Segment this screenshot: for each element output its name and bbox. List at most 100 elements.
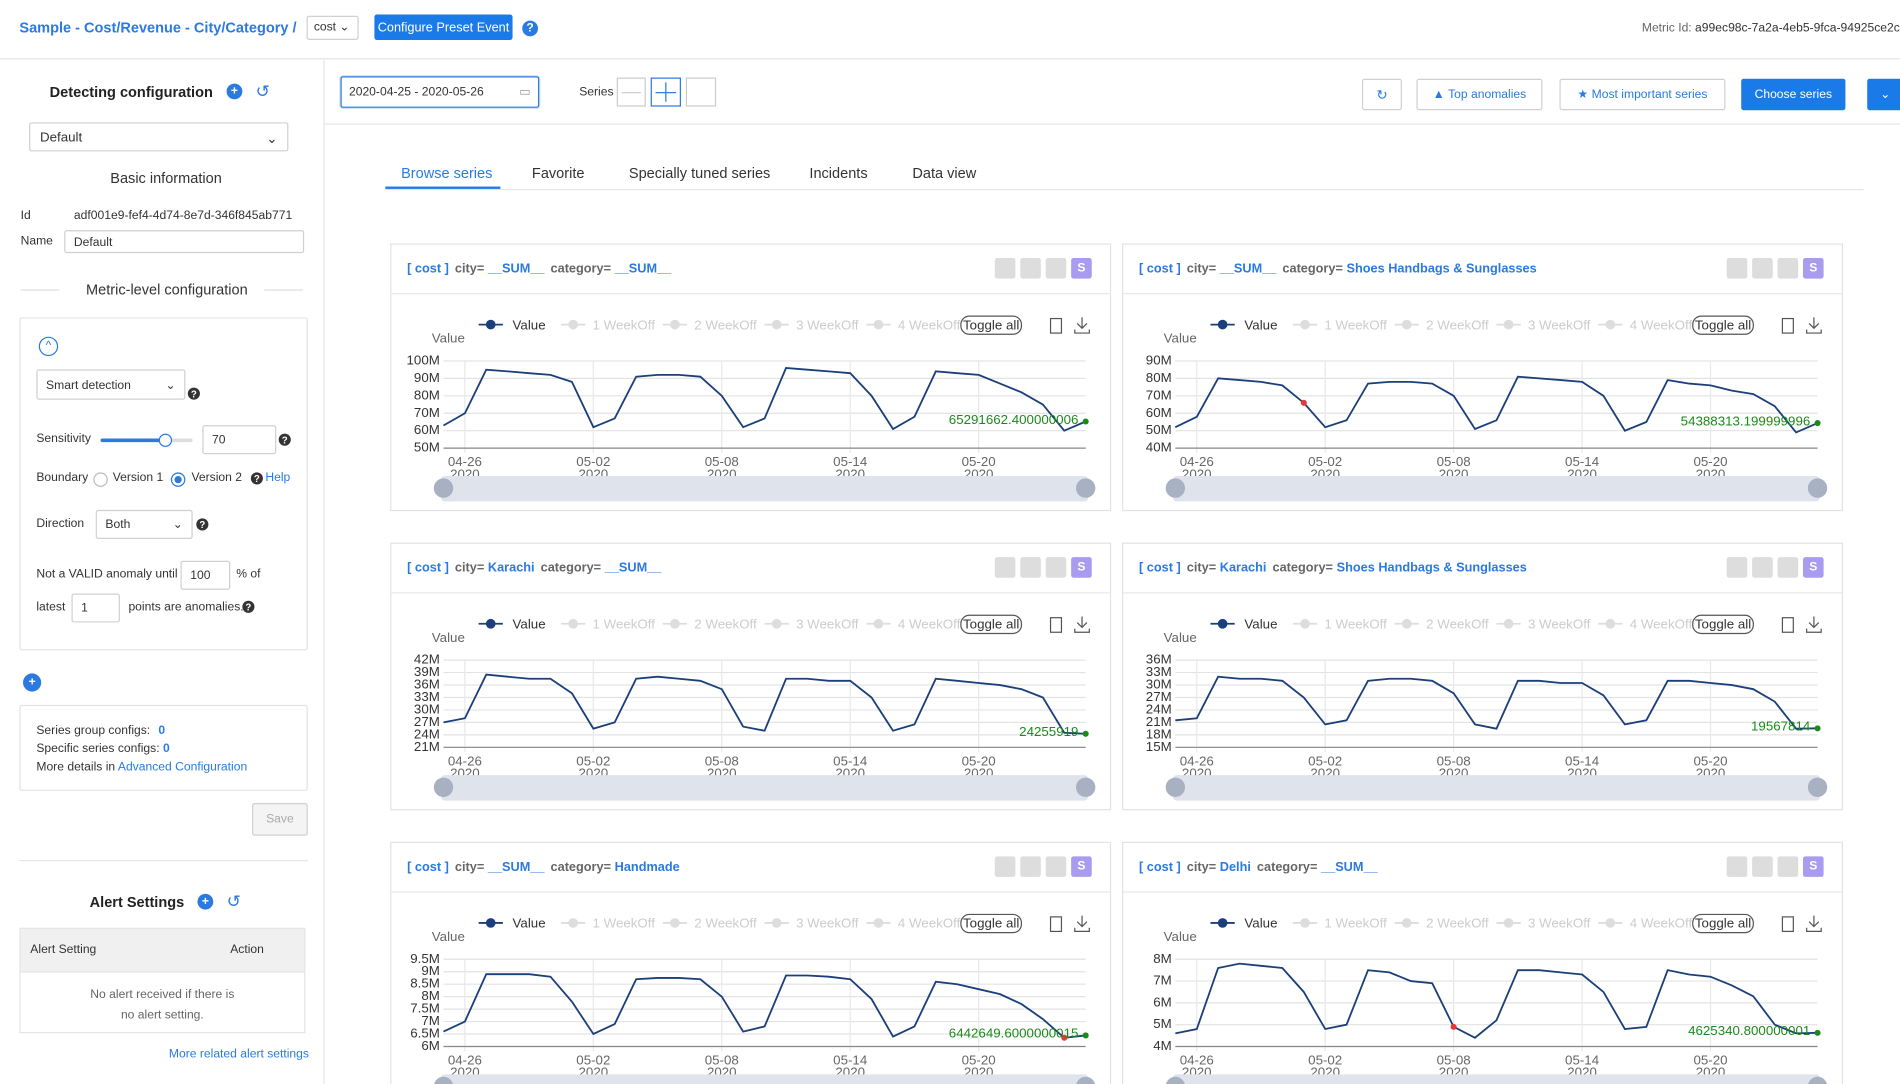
subscribe-action[interactable]: S: [1803, 557, 1824, 578]
slider-knob[interactable]: [158, 433, 173, 447]
zoom-handle[interactable]: [1165, 1076, 1185, 1084]
download-icon[interactable]: [1806, 616, 1822, 633]
breadcrumb[interactable]: Sample - Cost/Revenue - City/Category /: [19, 19, 297, 37]
data-view-icon[interactable]: [1049, 916, 1063, 933]
toggle-button[interactable]: [1692, 614, 1754, 635]
subscribe-action[interactable]: S: [1803, 257, 1824, 279]
zoom-handle[interactable]: [433, 777, 454, 797]
tab[interactable]: Specially tuned series: [628, 164, 771, 182]
preset-button[interactable]: Configure Preset Event: [374, 14, 513, 40]
card-action[interactable]: [1777, 557, 1799, 578]
help-icon[interactable]: ?: [242, 600, 255, 613]
name-input[interactable]: Default: [64, 230, 305, 254]
download-icon[interactable]: [1074, 915, 1090, 933]
most-important-button[interactable]: ★ Most important series: [1559, 78, 1726, 111]
help-icon[interactable]: ?: [187, 387, 200, 400]
data-view-icon[interactable]: [1781, 617, 1794, 633]
card-action[interactable]: [1777, 856, 1799, 877]
card-action[interactable]: [1020, 856, 1041, 877]
sensitivity-input[interactable]: 70: [202, 425, 277, 455]
zoom-handle[interactable]: [1075, 478, 1096, 498]
data-view-icon[interactable]: [1049, 617, 1063, 633]
toggle-button[interactable]: [1692, 315, 1754, 335]
zoom-handle[interactable]: [433, 478, 454, 498]
layout-rows[interactable]: [616, 77, 646, 107]
count[interactable]: 0: [158, 724, 166, 738]
metric-select[interactable]: cost ⌄: [306, 15, 359, 40]
y-axis-label: Value: [1164, 929, 1197, 944]
subscribe-action[interactable]: S: [1071, 257, 1092, 279]
zoom-handle[interactable]: [1807, 478, 1828, 498]
card-action[interactable]: [1726, 257, 1748, 279]
method-select[interactable]: Smart detection ⌄: [36, 369, 186, 400]
data-view-icon[interactable]: [1781, 317, 1794, 334]
zoom-handle[interactable]: [1076, 1076, 1096, 1084]
card-action[interactable]: [1020, 257, 1041, 279]
subscribe-action[interactable]: S: [1071, 557, 1092, 578]
toggle-button[interactable]: [1692, 913, 1754, 934]
dropdown-button[interactable]: ⌄: [1867, 78, 1900, 111]
radio-selected[interactable]: [170, 472, 186, 487]
download-icon[interactable]: [1806, 317, 1822, 334]
toggle-button[interactable]: [960, 913, 1023, 934]
tab[interactable]: Data view: [912, 164, 977, 182]
data-view-icon[interactable]: [1781, 916, 1794, 933]
toggle-button[interactable]: [960, 315, 1023, 335]
download-icon[interactable]: [1074, 616, 1090, 633]
tab[interactable]: Incidents: [809, 164, 868, 182]
count[interactable]: 0: [162, 742, 170, 756]
history-icon[interactable]: ↺: [226, 891, 241, 911]
card-action[interactable]: [1726, 856, 1748, 877]
card-action[interactable]: [1020, 557, 1041, 578]
help-icon[interactable]: ?: [196, 518, 209, 531]
zoom-handle[interactable]: [1808, 1076, 1827, 1084]
tab[interactable]: Favorite: [531, 164, 585, 182]
card-action[interactable]: [1045, 557, 1067, 578]
download-icon[interactable]: [1806, 915, 1822, 933]
zoom-handle[interactable]: [1807, 777, 1828, 797]
add-icon[interactable]: +: [23, 673, 42, 692]
collapse-icon[interactable]: ^: [38, 336, 59, 357]
save-button[interactable]: Save: [252, 803, 308, 836]
card-action[interactable]: [1726, 557, 1748, 578]
add-icon[interactable]: +: [197, 893, 214, 910]
download-icon[interactable]: [1074, 317, 1090, 334]
card-action[interactable]: [1752, 856, 1773, 877]
tab[interactable]: Browse series: [401, 164, 493, 182]
latest-input[interactable]: 1: [71, 593, 120, 623]
help-icon[interactable]: ?: [278, 433, 291, 446]
radio[interactable]: [93, 472, 108, 487]
direction-select[interactable]: Both ⌄: [95, 509, 193, 539]
card-action[interactable]: [1045, 257, 1067, 279]
top-anomalies-button[interactable]: ▲ Top anomalies: [1416, 78, 1543, 111]
refresh-button[interactable]: ↻: [1361, 78, 1402, 111]
subscribe-action[interactable]: S: [1071, 856, 1092, 877]
alert-more-link[interactable]: More related alert settings: [168, 1047, 309, 1062]
data-view-icon[interactable]: [1049, 317, 1063, 334]
date-picker[interactable]: 2020-04-25 - 2020-05-26 ▭: [340, 76, 540, 108]
zoom-handle[interactable]: [1075, 777, 1096, 797]
layout-single[interactable]: [685, 77, 717, 107]
help-link[interactable]: Help: [265, 471, 291, 485]
card-action[interactable]: [1752, 257, 1773, 279]
card-action[interactable]: [1777, 257, 1799, 279]
zoom-handle[interactable]: [1165, 777, 1186, 797]
zoom-handle[interactable]: [434, 1076, 453, 1084]
card-action[interactable]: [994, 557, 1016, 578]
card-action[interactable]: [1752, 557, 1773, 578]
layout-grid[interactable]: [650, 77, 681, 107]
percent-input[interactable]: 100: [180, 560, 231, 590]
history-icon[interactable]: ↺: [255, 81, 270, 101]
choose-series-button[interactable]: Choose series: [1741, 78, 1846, 111]
help-icon[interactable]: ?: [250, 472, 263, 485]
card-action[interactable]: [1045, 856, 1067, 877]
toggle-button[interactable]: [960, 614, 1023, 635]
subscribe-action[interactable]: S: [1803, 856, 1824, 877]
card-action[interactable]: [994, 257, 1016, 279]
add-icon[interactable]: +: [226, 83, 243, 100]
config-select[interactable]: Default ⌄: [29, 122, 289, 152]
card-action[interactable]: [994, 856, 1016, 877]
help-icon[interactable]: ?: [522, 20, 538, 37]
zoom-handle[interactable]: [1165, 478, 1186, 498]
advanced-link[interactable]: Advanced Configuration: [117, 760, 248, 774]
